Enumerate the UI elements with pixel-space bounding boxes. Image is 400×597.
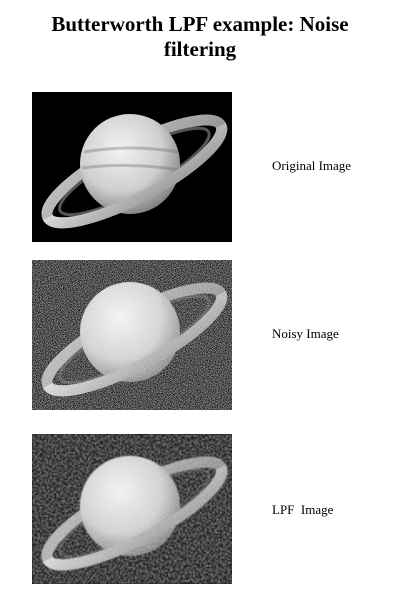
saturn-original-image <box>32 92 232 242</box>
title-line-2: filtering <box>163 37 237 61</box>
figure-noisy-image <box>32 260 232 410</box>
title-line-1: Butterworth LPF example: Noise <box>51 12 349 36</box>
caption-noisy-image: Noisy Image <box>272 326 339 341</box>
page-title: Butterworth LPF example: Noise filtering <box>0 12 400 62</box>
caption-lpf-image: LPF Image <box>272 502 334 517</box>
saturn-noisy-image <box>32 260 232 410</box>
figure-lpf-image <box>32 434 232 584</box>
saturn-lpf-image <box>32 434 232 584</box>
caption-original-image: Original Image <box>272 158 352 173</box>
figure-original-image <box>32 92 232 242</box>
